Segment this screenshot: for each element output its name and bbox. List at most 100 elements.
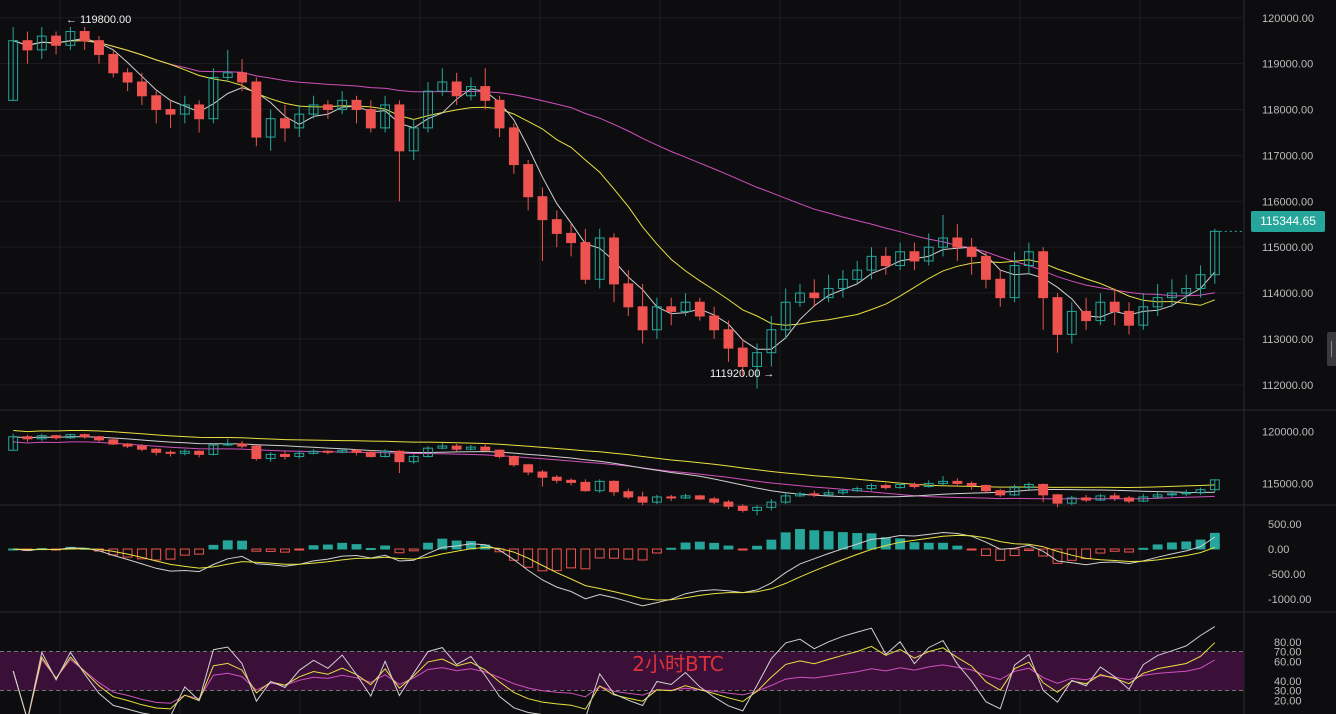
mini-candle-body: [79, 434, 90, 438]
mini-candle-body: [1124, 497, 1134, 502]
candle-body: [1109, 301, 1120, 312]
candle-body: [365, 109, 376, 129]
mini-candle-body: [880, 485, 891, 489]
macd-histogram-bar: [1166, 542, 1177, 550]
candle-body: [222, 72, 233, 78]
price-tick-label: 113000.00: [1262, 334, 1313, 346]
mini-candle-body: [637, 496, 648, 503]
macd-tick-label: -1000.00: [1268, 594, 1311, 606]
mini-candle-body: [480, 446, 491, 451]
macd-histogram-bar: [909, 542, 920, 550]
macd-histogram-bar: [537, 548, 548, 572]
candle-body: [1152, 297, 1163, 308]
macd-histogram-bar: [466, 540, 476, 550]
mini-candle-body: [1138, 496, 1149, 502]
mini-candle-body: [780, 495, 791, 503]
candle-body: [51, 35, 62, 46]
price-tick-label: 115000.00: [1262, 242, 1313, 254]
mini-candle-body: [208, 444, 219, 455]
macd-histogram-bar: [551, 548, 562, 572]
mini-candle-body: [823, 492, 834, 496]
mini-candle-body: [537, 471, 548, 478]
rsi-tick-label: 20.00: [1274, 695, 1302, 707]
mini-candle-body: [65, 434, 76, 439]
mini-candle-body: [1209, 479, 1220, 491]
macd-histogram-bar: [365, 548, 376, 551]
macd-histogram-bar: [723, 545, 734, 550]
mini-candle-body: [1109, 495, 1120, 499]
macd-histogram-bar: [866, 533, 877, 550]
candle-body: [737, 347, 748, 367]
mini-candle-body: [237, 443, 247, 447]
macd-histogram-bar: [795, 528, 805, 550]
candle-body: [752, 352, 762, 367]
candle-body: [394, 104, 405, 152]
macd-histogram-bar: [966, 548, 977, 551]
candle-body: [508, 127, 519, 166]
candle-body: [1023, 251, 1034, 267]
mini-candle-body: [408, 455, 419, 463]
macd-histogram-bar: [680, 542, 691, 550]
mini-candle-body: [108, 439, 119, 445]
mini-candle-body: [1066, 497, 1077, 504]
mini-candle-body: [151, 448, 162, 453]
candle-body: [938, 237, 948, 248]
mini-candle-body: [852, 488, 863, 492]
mini-candle-body: [1038, 483, 1049, 496]
mini-candle-body: [551, 476, 562, 481]
candle-body: [1038, 251, 1049, 299]
mini-candle-body: [666, 496, 677, 499]
candle-body: [294, 113, 305, 129]
candle-body: [122, 72, 133, 83]
macd-histogram-bar: [136, 548, 147, 560]
candle-body: [609, 237, 619, 285]
macd-histogram-bar: [380, 545, 391, 550]
macd-histogram-bar: [823, 531, 834, 550]
candle-body: [694, 301, 705, 317]
candle-body: [909, 251, 920, 262]
macd-histogram-bar: [666, 547, 677, 550]
mini-candle-body: [837, 490, 848, 494]
mini-candle-body: [351, 449, 362, 453]
mini-candle-body: [294, 452, 305, 457]
macd-histogram-bar: [165, 548, 176, 560]
candle-body: [65, 31, 76, 46]
mini-candle-body: [394, 450, 405, 463]
candle-body: [108, 53, 119, 74]
mini-candle-body: [122, 443, 133, 447]
macd-histogram-bar: [995, 548, 1006, 561]
mini-candle-body: [1081, 497, 1092, 501]
candle-body: [1166, 292, 1177, 299]
candle-body: [1195, 274, 1206, 289]
ma-fast-line: [13, 37, 1216, 350]
candle-body: [1081, 310, 1092, 322]
candle-body: [981, 255, 991, 280]
candle-body: [322, 104, 333, 111]
candle-body: [709, 315, 720, 331]
macd-histogram-bar: [322, 544, 333, 550]
candle-body: [208, 76, 219, 120]
rsi-tick-label: 60.00: [1274, 656, 1302, 668]
mini-candle-body: [623, 491, 634, 498]
macd-histogram-bar: [1195, 539, 1206, 550]
macd-histogram-bar: [880, 537, 891, 550]
chart-watermark: 2小时BTC: [632, 652, 724, 676]
macd-histogram-bar: [394, 548, 405, 554]
macd-histogram-bar: [1109, 548, 1120, 552]
rsi-tick-label: 30.00: [1274, 686, 1302, 698]
mini-candle-body: [566, 479, 577, 483]
panel-resize-handle[interactable]: [1327, 332, 1336, 366]
candle-body: [1009, 265, 1020, 299]
indicator-tick-label: 120000.00: [1262, 427, 1314, 439]
candle-body: [280, 118, 290, 129]
rsi-tick-label: 80.00: [1274, 637, 1302, 649]
candle-body: [923, 246, 934, 262]
price-tick-label: 116000.00: [1262, 196, 1313, 208]
macd-histogram-bar: [981, 548, 991, 557]
candle-body: [666, 306, 677, 312]
macd-histogram-bar: [1052, 548, 1063, 564]
macd-histogram-bar: [752, 545, 762, 550]
mini-candle-body: [51, 435, 62, 439]
candle-body: [523, 164, 534, 198]
